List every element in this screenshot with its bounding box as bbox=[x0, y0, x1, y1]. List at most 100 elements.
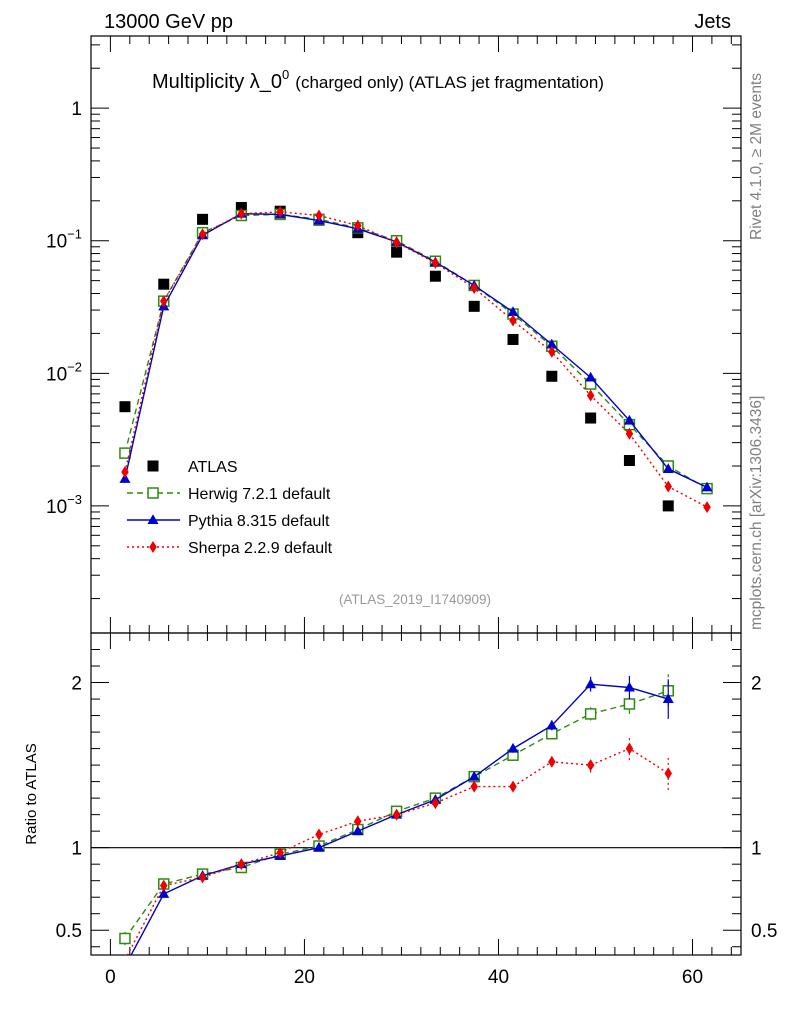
point-atlas bbox=[623, 454, 635, 466]
ratio-point-sherpa bbox=[354, 815, 362, 828]
ratio-axes: 0.5 0.51 12 20 20 40 60 bbox=[56, 633, 777, 988]
point-pythia bbox=[585, 371, 597, 382]
ratio-point-sherpa bbox=[431, 797, 440, 810]
y-tick-label-base: 10 bbox=[46, 364, 67, 385]
ratio-point-sherpa bbox=[548, 755, 556, 768]
ratio-point-sherpa bbox=[237, 858, 246, 871]
ratio-x-tick-label: 60 bbox=[682, 967, 703, 988]
y-tick-label: 10−3 bbox=[46, 492, 82, 518]
point-pythia bbox=[507, 306, 519, 317]
ratio-x-tick-label: 0 bbox=[105, 967, 116, 988]
y-tick-label: 1 bbox=[71, 99, 82, 120]
plot-title: Multiplicity λ_00 (charged only) (ATLAS j… bbox=[152, 67, 604, 93]
point-pythia bbox=[546, 338, 558, 349]
point-sherpa bbox=[548, 345, 556, 358]
ratio-point-sherpa bbox=[509, 780, 517, 793]
ratio-point-sherpa bbox=[625, 742, 634, 755]
point-sherpa bbox=[315, 209, 323, 222]
ratio-point-sherpa bbox=[124, 953, 126, 955]
y-tick-label: 10−2 bbox=[46, 359, 82, 385]
header-right: Jets bbox=[694, 11, 731, 33]
ratio-point-sherpa bbox=[315, 828, 323, 841]
ratio-plot-frame bbox=[90, 632, 742, 956]
ratio-point-pythia bbox=[623, 681, 635, 692]
ratio-point-pythia bbox=[158, 888, 170, 898]
point-atlas bbox=[662, 500, 674, 512]
ratio-series-sherpa bbox=[124, 737, 672, 955]
point-sherpa bbox=[509, 314, 517, 327]
main-panel: Multiplicity λ_00 (charged only) (ATLAS j… bbox=[46, 35, 742, 634]
y-tick-label-base: 10 bbox=[46, 497, 67, 518]
point-pythia bbox=[662, 463, 674, 473]
point-atlas bbox=[507, 333, 519, 345]
ratio-point-pythia bbox=[585, 678, 597, 689]
ratio-line-pythia bbox=[130, 683, 669, 955]
point-sherpa bbox=[703, 501, 711, 514]
y-tick-label-exponent: −2 bbox=[67, 359, 82, 374]
point-atlas bbox=[235, 202, 247, 214]
point-sherpa bbox=[121, 466, 129, 479]
legend-label: Pythia 8.315 default bbox=[188, 513, 330, 530]
point-sherpa bbox=[354, 219, 362, 232]
plot-title-superscript: 0 bbox=[282, 67, 289, 82]
mcplots-label: mcplots.cern.ch [arXiv:1306.3436] bbox=[748, 396, 765, 630]
point-pythia bbox=[701, 481, 713, 492]
series-sherpa bbox=[121, 205, 711, 514]
legend-marker bbox=[149, 541, 157, 553]
ratio-point-sherpa bbox=[470, 780, 478, 793]
point-atlas bbox=[429, 270, 441, 282]
legend-entry-sherpa: Sherpa 2.2.9 default bbox=[127, 540, 333, 557]
header-left: 13000 GeV pp bbox=[104, 11, 233, 33]
ratio-y-tick-label-right: 2 bbox=[751, 674, 762, 695]
plot-title-main: Multiplicity λ_0 bbox=[152, 71, 282, 93]
ratio-point-herwig bbox=[623, 698, 636, 710]
point-sherpa bbox=[392, 236, 401, 249]
ratio-y-tick-label-left: 2 bbox=[71, 674, 82, 695]
point-herwig bbox=[119, 447, 131, 459]
y-tick-label: 10−1 bbox=[46, 227, 82, 253]
ratio-point-pythia bbox=[352, 825, 364, 836]
point-sherpa bbox=[160, 295, 168, 308]
ratio-line-sherpa bbox=[126, 747, 669, 955]
point-sherpa bbox=[664, 480, 672, 493]
legend-label: Sherpa 2.2.9 default bbox=[188, 540, 333, 557]
ratio-point-pythia bbox=[546, 719, 558, 730]
rivet-label: Rivet 4.1.0, ≥ 2M events bbox=[748, 73, 765, 240]
ratio-point-sherpa bbox=[586, 759, 595, 772]
series-line-pythia bbox=[124, 212, 708, 488]
ratio-x-tick-label: 20 bbox=[294, 967, 315, 988]
point-atlas bbox=[546, 370, 558, 382]
point-sherpa bbox=[198, 228, 207, 241]
main-y-axis: 10−310−210−11 bbox=[46, 44, 741, 600]
legend-marker bbox=[147, 487, 159, 499]
ratio-point-sherpa bbox=[664, 767, 672, 780]
main-x-ticks bbox=[109, 36, 732, 633]
ratio-y-tick-label-right: 1 bbox=[751, 839, 762, 860]
y-tick-label-exponent: −1 bbox=[67, 227, 82, 242]
legend-entry-pythia: Pythia 8.315 default bbox=[127, 513, 330, 530]
ratio-point-sherpa bbox=[392, 808, 401, 821]
plot-title-suffix: (charged only) (ATLAS jet fragmentation) bbox=[295, 73, 604, 92]
ratio-point-sherpa bbox=[276, 846, 284, 859]
ratio-point-pythia bbox=[313, 841, 325, 852]
legend: ATLAS Herwig 7.2.1 default Pythia 8.315 de… bbox=[127, 459, 333, 557]
ratio-clipped-area bbox=[119, 674, 674, 971]
point-sherpa bbox=[276, 205, 284, 218]
ratio-y-tick-label-left: 0.5 bbox=[56, 921, 82, 942]
ratio-point-sherpa bbox=[198, 871, 207, 884]
ratio-point-herwig bbox=[119, 932, 131, 945]
ratio-y-tick-label-left: 1 bbox=[71, 839, 82, 860]
ratio-point-pythia bbox=[119, 961, 130, 971]
ratio-y-label: Ratio to ATLAS bbox=[23, 743, 40, 844]
point-atlas bbox=[585, 412, 597, 424]
point-sherpa bbox=[237, 207, 246, 220]
point-sherpa bbox=[431, 256, 440, 269]
legend-label: ATLAS bbox=[188, 459, 238, 476]
point-sherpa bbox=[586, 389, 595, 402]
analysis-label: (ATLAS_2019_I1740909) bbox=[339, 592, 491, 607]
point-atlas bbox=[197, 213, 209, 225]
series-pythia bbox=[119, 207, 713, 492]
ratio-point-pythia bbox=[662, 693, 674, 704]
ratio-series bbox=[119, 674, 674, 971]
y-tick-label-exponent: −3 bbox=[67, 492, 82, 507]
